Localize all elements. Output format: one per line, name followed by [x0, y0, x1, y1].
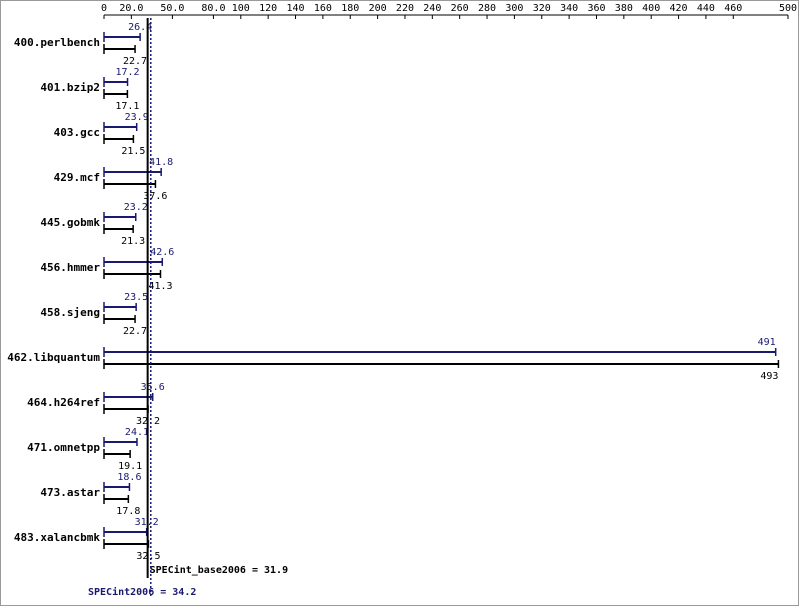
value-label: 22.7 [123, 326, 147, 337]
value-label: 17.1 [115, 101, 139, 112]
category-label: 471.omnetpp [27, 441, 100, 454]
x-tick-label: 20.0 [119, 3, 143, 14]
x-tick-label: 50.0 [160, 3, 184, 14]
value-label: 24.1 [125, 427, 149, 438]
category-label: 403.gcc [54, 126, 100, 139]
category-label: 401.bzip2 [40, 81, 100, 94]
category-label: 462.libquantum [7, 351, 100, 364]
x-tick-label: 140 [286, 3, 304, 14]
value-label: 35.6 [141, 382, 165, 393]
category-label: 400.perlbench [14, 36, 100, 49]
x-tick-label: 260 [451, 3, 469, 14]
value-label: 17.2 [115, 67, 139, 78]
x-tick-label: 240 [423, 3, 441, 14]
x-tick-label: 380 [615, 3, 633, 14]
x-tick-label: 200 [369, 3, 387, 14]
x-tick-label: 160 [314, 3, 332, 14]
reference-label: SPECint_base2006 = 31.9 [150, 564, 288, 576]
x-tick-label: 300 [505, 3, 523, 14]
category-label: 464.h264ref [27, 396, 100, 409]
x-tick-label: 440 [697, 3, 715, 14]
x-tick-label: 400 [642, 3, 660, 14]
value-label: 23.5 [124, 292, 148, 303]
x-tick-label: 500 [779, 3, 797, 14]
x-tick-label: 360 [587, 3, 605, 14]
value-label: 491 [758, 337, 776, 348]
x-tick-label: 460 [724, 3, 742, 14]
x-tick-label: 220 [396, 3, 414, 14]
category-label: 445.gobmk [40, 216, 100, 229]
x-tick-label: 280 [478, 3, 496, 14]
category-label: 429.mcf [54, 171, 100, 184]
value-label: 26.4 [128, 22, 152, 33]
value-label: 37.6 [143, 191, 167, 202]
value-label: 22.7 [123, 56, 147, 67]
value-label: 493 [760, 371, 778, 382]
value-label: 21.5 [121, 146, 145, 157]
value-label: 41.8 [149, 157, 173, 168]
value-label: 18.6 [117, 472, 141, 483]
category-label: 473.astar [40, 486, 100, 499]
x-tick-label: 180 [341, 3, 359, 14]
x-tick-label: 0 [101, 3, 107, 14]
x-tick-label: 320 [533, 3, 551, 14]
x-tick-label: 80.0 [201, 3, 225, 14]
x-tick-label: 100 [232, 3, 250, 14]
value-label: 42.6 [150, 247, 174, 258]
value-label: 21.3 [121, 236, 145, 247]
x-tick-label: 120 [259, 3, 277, 14]
value-label: 23.2 [124, 202, 148, 213]
x-tick-label: 420 [670, 3, 688, 14]
category-label: 458.sjeng [40, 306, 100, 319]
value-label: 41.3 [148, 281, 172, 292]
category-label: 483.xalancbmk [14, 531, 100, 544]
value-label: 19.1 [118, 461, 142, 472]
value-label: 23.9 [125, 112, 149, 123]
x-tick-label: 340 [560, 3, 578, 14]
category-label: 456.hmmer [40, 261, 100, 274]
value-label: 17.8 [116, 506, 140, 517]
reference-label: SPECint2006 = 34.2 [88, 586, 196, 598]
